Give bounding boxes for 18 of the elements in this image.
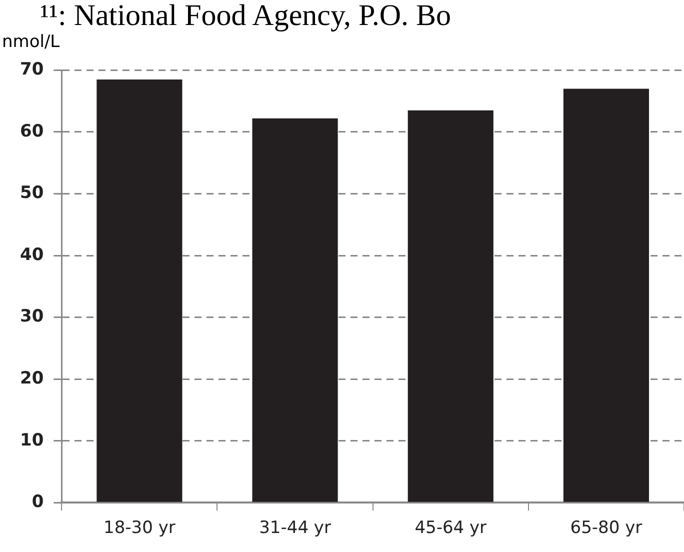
y-tick-label: 70 (20, 60, 44, 80)
x-tick-label: 65-80 yr (570, 518, 642, 538)
y-tick-label: 60 (20, 121, 44, 142)
bar (408, 110, 494, 502)
y-tick-label: 50 (20, 183, 44, 204)
y-tick-label: 0 (32, 492, 44, 512)
text: ¹¹: National Food Agency, P.O. Bo (40, 0, 452, 32)
y-tick-label: 40 (20, 244, 44, 265)
bar (563, 88, 649, 502)
y-axis-title: nmol/L (2, 32, 60, 52)
y-tick-label: 10 (20, 430, 44, 450)
bar (252, 118, 338, 502)
bar (96, 79, 182, 502)
x-tick-label: 18-30 yr (104, 518, 176, 538)
x-tick-label: 45-64 yr (414, 518, 487, 538)
x-tick-label: 31-44 yr (259, 518, 331, 538)
y-tick-label: 30 (20, 306, 44, 327)
y-tick-label: 20 (20, 368, 44, 388)
